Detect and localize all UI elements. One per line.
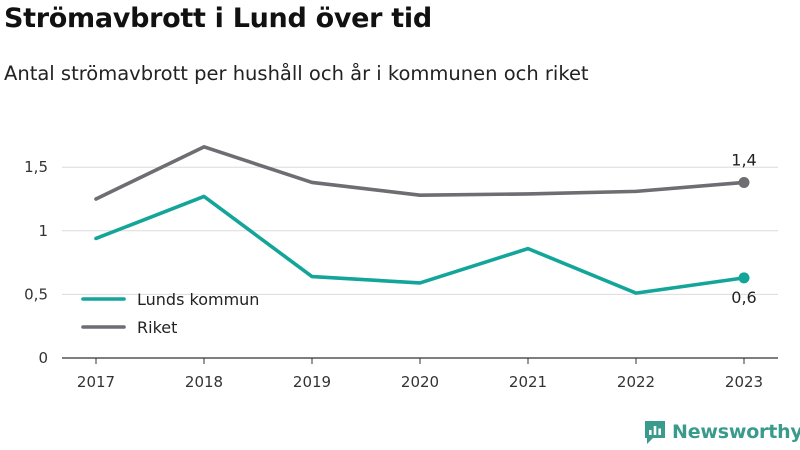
y-tick-label: 1 — [38, 222, 48, 240]
series-line — [94, 145, 746, 201]
series-lines: 1,4 0,6 — [94, 145, 757, 307]
legend-label: Lunds kommun — [137, 290, 259, 309]
series-line — [94, 194, 746, 295]
legend-label: Riket — [137, 318, 177, 337]
series-end-point — [738, 176, 750, 188]
y-tick-label: 0 — [38, 349, 48, 367]
x-tick-label: 2020 — [401, 373, 439, 391]
series-end-point — [738, 272, 750, 284]
series-end-label: 1,4 — [731, 150, 756, 169]
brand-name: Newsworthy — [672, 421, 800, 443]
y-tick-label: 0,5 — [24, 285, 48, 303]
y-axis-ticks: 0 0,5 1 1,5 — [24, 158, 48, 367]
newsworthy-logo-icon — [644, 419, 666, 445]
y-tick-label: 1,5 — [24, 158, 48, 176]
x-tick-label: 2017 — [77, 373, 115, 391]
x-tick-label: 2018 — [185, 373, 223, 391]
brand-logo: Newsworthy — [644, 419, 800, 445]
chart-subtitle: Antal strömavbrott per hushåll och år i … — [4, 62, 589, 85]
x-tick-label: 2023 — [725, 373, 763, 391]
x-tick-label: 2022 — [617, 373, 655, 391]
series-end-label: 0,6 — [731, 288, 756, 307]
x-tick-label: 2019 — [293, 373, 331, 391]
x-axis: 2017 2018 2019 2020 2021 2022 2023 — [77, 358, 763, 391]
x-tick-label: 2021 — [509, 373, 547, 391]
chart-title: Strömavbrott i Lund över tid — [4, 3, 432, 34]
legend: Lunds kommun Riket — [81, 290, 259, 337]
